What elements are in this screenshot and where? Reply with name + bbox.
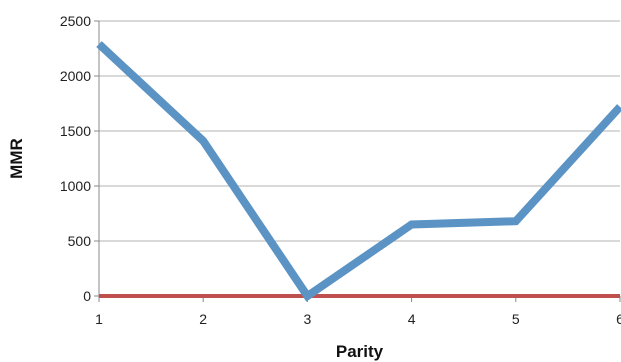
y-tick-label: 2000 [60,68,91,84]
y-axis-ticks: 0 500 1000 1500 2000 2500 [60,13,99,304]
y-tick-label: 1500 [60,123,91,139]
y-tick-label: 1000 [60,178,91,194]
x-tick-label: 5 [512,311,520,327]
gridlines [99,20,620,242]
y-tick-label: 500 [68,233,92,249]
series-line-1 [96,41,621,302]
series-group [96,41,621,302]
x-tick-label: 3 [304,311,312,327]
x-axis-ticks: 1 2 3 4 5 6 [95,296,621,327]
y-axis-title: MMR [7,138,26,179]
y-tick-label: 2500 [60,13,91,29]
x-tick-label: 4 [408,311,416,327]
x-axis-title: Parity [336,342,384,361]
x-tick-label: 6 [616,311,621,327]
x-tick-label: 1 [95,311,103,327]
y-tick-label: 0 [83,288,91,304]
x-tick-label: 2 [199,311,207,327]
